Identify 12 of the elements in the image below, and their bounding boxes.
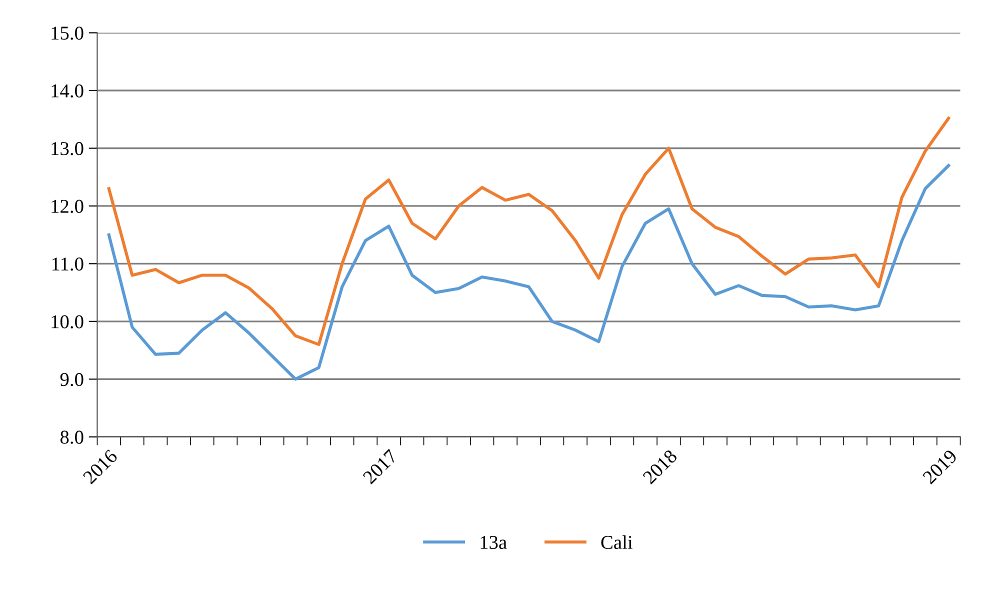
- line-series: [107, 116, 950, 346]
- legend-label: Cali: [601, 535, 632, 549]
- y-tick-label: 10.0: [52, 315, 84, 328]
- y-tick-label: 11.0: [52, 258, 84, 271]
- y-tick-label: 13.0: [52, 142, 84, 156]
- legend-label: 13a: [480, 536, 507, 549]
- y-tick-label: 12.0: [52, 200, 84, 213]
- y-tick-label: 8.0: [60, 430, 84, 444]
- line-series: [107, 164, 950, 381]
- y-tick-label: 9.0: [60, 372, 84, 386]
- y-tick-label: 14.0: [52, 84, 84, 98]
- y-tick-label: 15.0: [52, 26, 84, 40]
